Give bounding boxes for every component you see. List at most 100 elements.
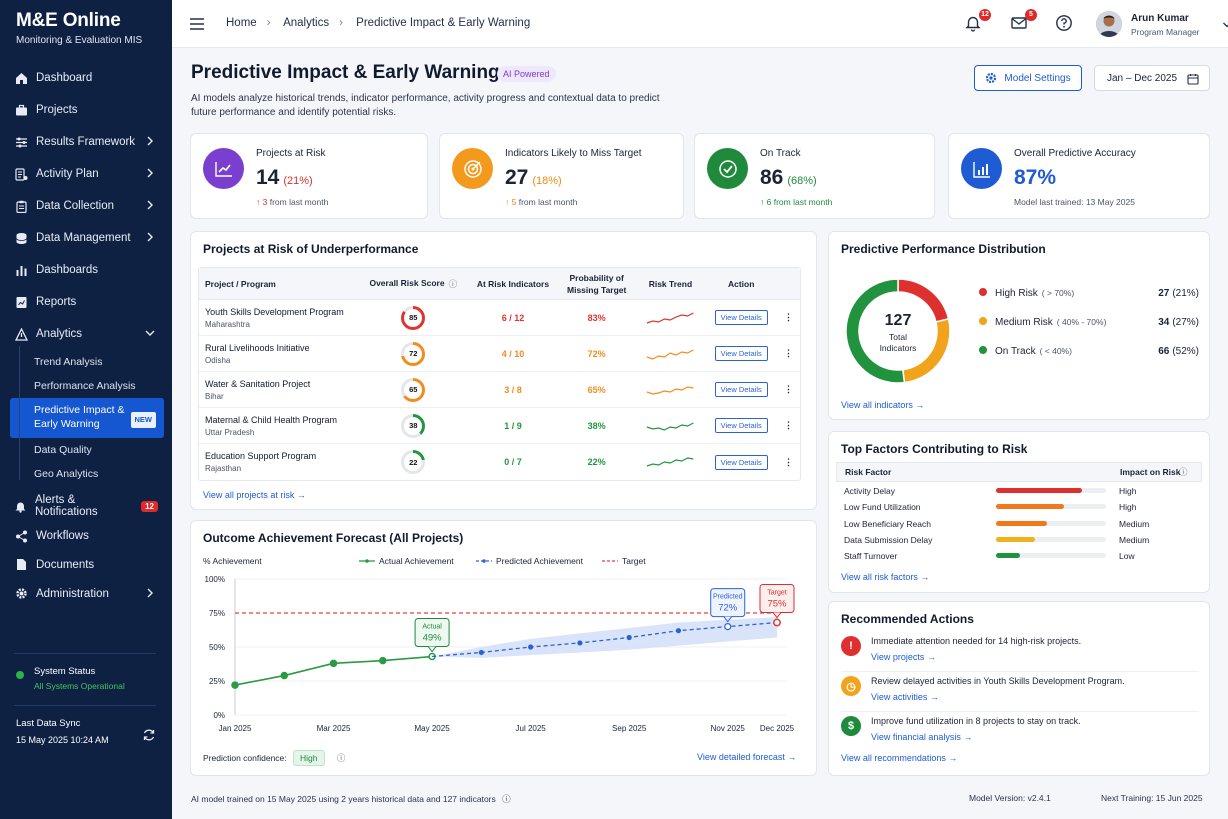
kpi-delta-text: from last month	[773, 197, 833, 207]
info-icon[interactable]: ⓘ	[336, 753, 346, 763]
y-tick-label: 100%	[205, 575, 225, 584]
project-cell: Maternal & Child Health Program Uttar Pra…	[199, 415, 358, 437]
kpi-label: Indicators Likely to Miss Target	[505, 148, 642, 159]
sidebar-item-administration[interactable]: Administration	[0, 579, 172, 608]
view-details-button[interactable]: View Details	[714, 346, 768, 361]
actual-point[interactable]	[231, 681, 239, 689]
sidebar-item-workflows[interactable]: Workflows	[0, 522, 172, 550]
sidebar-item-reports[interactable]: Reports	[0, 286, 172, 318]
project-name[interactable]: Rural Livelihoods Initiative	[205, 342, 310, 353]
action-item: ! Immediate attention needed for 14 high-…	[841, 636, 1199, 672]
sidebar-item-alerts[interactable]: Alerts & Notifications 12	[0, 490, 172, 522]
col-project: Project / Program	[205, 278, 276, 289]
menu-icon[interactable]	[190, 18, 204, 30]
sidebar-item-label: Dashboards	[36, 264, 99, 276]
actual-point[interactable]	[280, 671, 289, 680]
submenu-line	[19, 346, 20, 480]
view-details-button[interactable]: View Details	[714, 454, 768, 470]
more-options-icon[interactable]: ⋮	[784, 420, 794, 430]
factor-impact-fill	[996, 488, 1082, 493]
view-all-recommendations-link[interactable]: View all recommendations →	[841, 753, 957, 763]
project-name[interactable]: Education Support Program	[205, 451, 317, 461]
factor-impact-bar	[996, 504, 1106, 510]
more-options-icon[interactable]: ⋮	[784, 456, 794, 467]
view-detailed-forecast-link[interactable]: View detailed forecast →	[697, 752, 796, 762]
sidebar-subitem-trend-analysis[interactable]: Trend Analysis	[34, 356, 103, 368]
view-all-risk-factors-link[interactable]: View all risk factors →	[841, 572, 929, 582]
predicted-point[interactable]	[724, 622, 732, 631]
predicted-point[interactable]	[577, 640, 583, 646]
breadcrumb-analytics[interactable]: Analytics	[283, 17, 330, 29]
refresh-icon[interactable]	[142, 728, 156, 742]
kpi-delta-text: from last month	[518, 197, 578, 207]
project-name[interactable]: Maternal & Child Health Program	[205, 414, 338, 425]
info-icon[interactable]: ⓘ	[1179, 467, 1188, 477]
donut-slice[interactable]	[845, 278, 906, 384]
view-details-button[interactable]: View Details	[714, 382, 768, 397]
legend-label: Predicted Achievement	[496, 556, 584, 566]
project-name[interactable]: Youth Skills Development Program	[205, 306, 344, 317]
view-details-button[interactable]: View Details	[714, 310, 768, 325]
messages-button[interactable]: 5	[1010, 9, 1037, 34]
sidebar-item-analytics[interactable]: Analytics	[0, 318, 172, 350]
sliders-icon	[14, 135, 28, 149]
help-button[interactable]	[1055, 14, 1075, 34]
sidebar-subitem-data-quality[interactable]: Data Quality	[34, 444, 92, 456]
risk-trend-sparkline	[647, 421, 695, 431]
sidebar-item-activity-plan[interactable]: Activity Plan	[0, 158, 172, 190]
predicted-point[interactable]	[675, 628, 682, 634]
sidebar-item-dashboards[interactable]: Dashboards	[0, 254, 172, 286]
project-cell: Education Support Program Rajasthan	[199, 451, 358, 473]
actual-point[interactable]	[329, 659, 338, 668]
project-name[interactable]: Water & Sanitation Project	[205, 378, 311, 389]
target-point[interactable]	[772, 618, 781, 627]
x-tick-label: Sep 2025	[612, 724, 647, 733]
avatar	[1096, 11, 1122, 37]
sidebar-subitem-predictive-impact[interactable]: Predictive Impact & Early Warning NEW	[10, 398, 164, 438]
risk-trend-cell	[636, 454, 706, 470]
predicted-point[interactable]	[626, 634, 632, 641]
more-options-icon[interactable]: ⋮	[784, 384, 794, 394]
view-details-button[interactable]: View Details	[714, 418, 768, 433]
info-icon[interactable]: ⓘ	[502, 794, 511, 804]
predicted-point[interactable]	[528, 644, 534, 650]
briefcase-icon	[14, 103, 28, 117]
sidebar-subitem-geo-analytics[interactable]: Geo Analytics	[34, 468, 99, 480]
sidebar-item-documents[interactable]: Documents	[0, 550, 172, 579]
sidebar-item-data-management[interactable]: Data Management	[0, 222, 172, 254]
more-options-icon[interactable]: ⋮	[784, 312, 794, 322]
actual-point[interactable]	[379, 656, 387, 665]
breadcrumb-home[interactable]: Home	[226, 17, 257, 29]
action-link[interactable]: View projects →	[871, 652, 936, 662]
table-row: Youth Skills Development Program Maharash…	[199, 300, 800, 336]
legend-dot	[979, 346, 987, 354]
sidebar-item-results-framework[interactable]: Results Framework	[0, 126, 172, 158]
kpi-on-track: On Track 86 (68%) ↑ 6 from last month	[694, 133, 935, 219]
predicted-point[interactable]	[478, 649, 484, 656]
model-settings-button[interactable]: Model Settings	[974, 65, 1082, 91]
legend-range: ( < 40%)	[1039, 346, 1072, 356]
sidebar-subitem-performance-analysis[interactable]: Performance Analysis	[34, 380, 136, 392]
view-all-projects-link[interactable]: View all projects at risk →	[203, 490, 306, 500]
sidebar-item-dashboard[interactable]: Dashboard	[0, 62, 172, 94]
more-options-icon[interactable]: ⋮	[784, 348, 794, 358]
view-all-indicators-link[interactable]: View all indicators →	[841, 400, 924, 410]
notifications-button[interactable]: 12	[964, 9, 991, 34]
legend-label: On Track	[995, 346, 1036, 357]
kpi-percent: (18%)	[532, 175, 562, 187]
info-icon[interactable]: ⓘ	[448, 278, 458, 289]
sparkline-path	[647, 457, 694, 467]
action-link[interactable]: View financial analysis →	[871, 732, 972, 742]
predicted-callout: Predicted 72%	[710, 588, 746, 623]
prediction-confidence: Prediction confidence: High ⓘ	[203, 750, 346, 766]
sync-label: Last Data Sync	[16, 718, 81, 729]
sparkline-path	[647, 385, 694, 395]
sidebar-item-data-collection[interactable]: Data Collection	[0, 190, 172, 222]
action-item: $ Improve fund utilization in 8 projects …	[841, 711, 1199, 752]
factor-level: Medium	[1119, 518, 1150, 529]
notifications-count: 12	[979, 9, 991, 21]
date-range-picker[interactable]: Jan – Dec 2025	[1094, 65, 1210, 91]
sidebar-item-projects[interactable]: Projects	[0, 94, 172, 126]
risk-trend-cell	[636, 418, 706, 434]
action-link[interactable]: View activities →	[871, 692, 939, 702]
